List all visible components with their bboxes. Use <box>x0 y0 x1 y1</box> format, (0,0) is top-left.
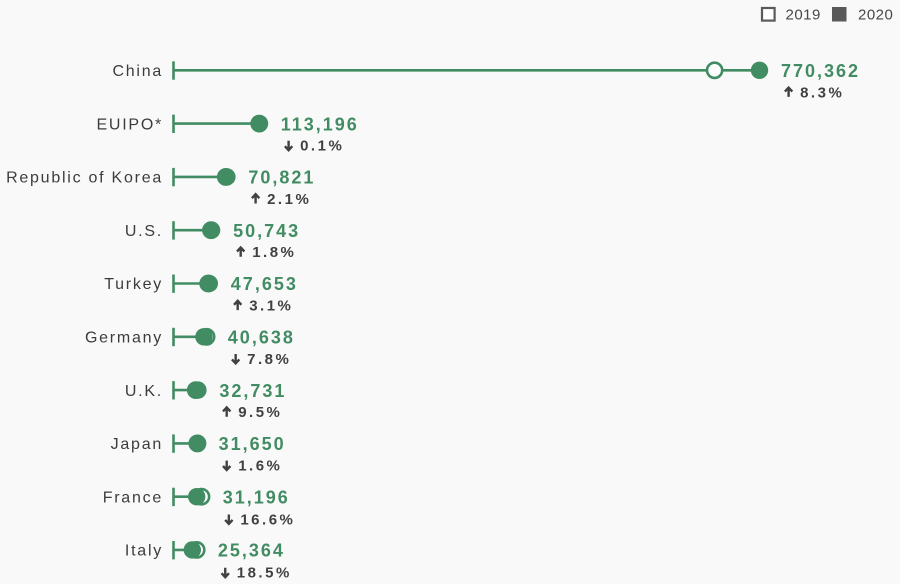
svg-text:70,821: 70,821 <box>248 168 315 188</box>
svg-text:50,743: 50,743 <box>233 221 300 241</box>
svg-text:2.1%: 2.1% <box>267 191 311 208</box>
svg-text:9.5%: 9.5% <box>238 404 282 421</box>
svg-text:2020: 2020 <box>858 7 893 24</box>
svg-text:40,638: 40,638 <box>228 328 295 348</box>
svg-text:Japan: Japan <box>111 436 163 453</box>
svg-text:2019: 2019 <box>786 7 821 24</box>
svg-text:Italy: Italy <box>125 543 163 560</box>
svg-text:8.3%: 8.3% <box>800 84 844 101</box>
svg-text:1.8%: 1.8% <box>252 244 296 261</box>
svg-text:France: France <box>103 489 163 506</box>
svg-text:Turkey: Turkey <box>104 276 163 293</box>
svg-text:EUIPO*: EUIPO* <box>96 116 163 133</box>
svg-text:16.6%: 16.6% <box>240 511 295 528</box>
svg-text:113,196: 113,196 <box>281 114 359 134</box>
svg-text:31,196: 31,196 <box>223 487 290 507</box>
svg-text:U.K.: U.K. <box>125 383 163 400</box>
svg-text:31,650: 31,650 <box>219 434 286 454</box>
svg-text:U.S.: U.S. <box>125 223 163 240</box>
svg-text:32,731: 32,731 <box>219 381 286 401</box>
svg-text:47,653: 47,653 <box>231 274 298 294</box>
svg-text:7.8%: 7.8% <box>247 351 291 368</box>
svg-text:770,362: 770,362 <box>781 61 860 81</box>
svg-text:18.5%: 18.5% <box>237 565 292 582</box>
svg-text:25,364: 25,364 <box>218 541 285 561</box>
svg-text:0.1%: 0.1% <box>300 138 344 155</box>
svg-text:Republic of Korea: Republic of Korea <box>6 170 163 187</box>
svg-text:1.6%: 1.6% <box>238 457 282 474</box>
svg-text:3.1%: 3.1% <box>249 298 293 315</box>
svg-text:China: China <box>112 63 163 80</box>
svg-text:Germany: Germany <box>85 330 163 347</box>
